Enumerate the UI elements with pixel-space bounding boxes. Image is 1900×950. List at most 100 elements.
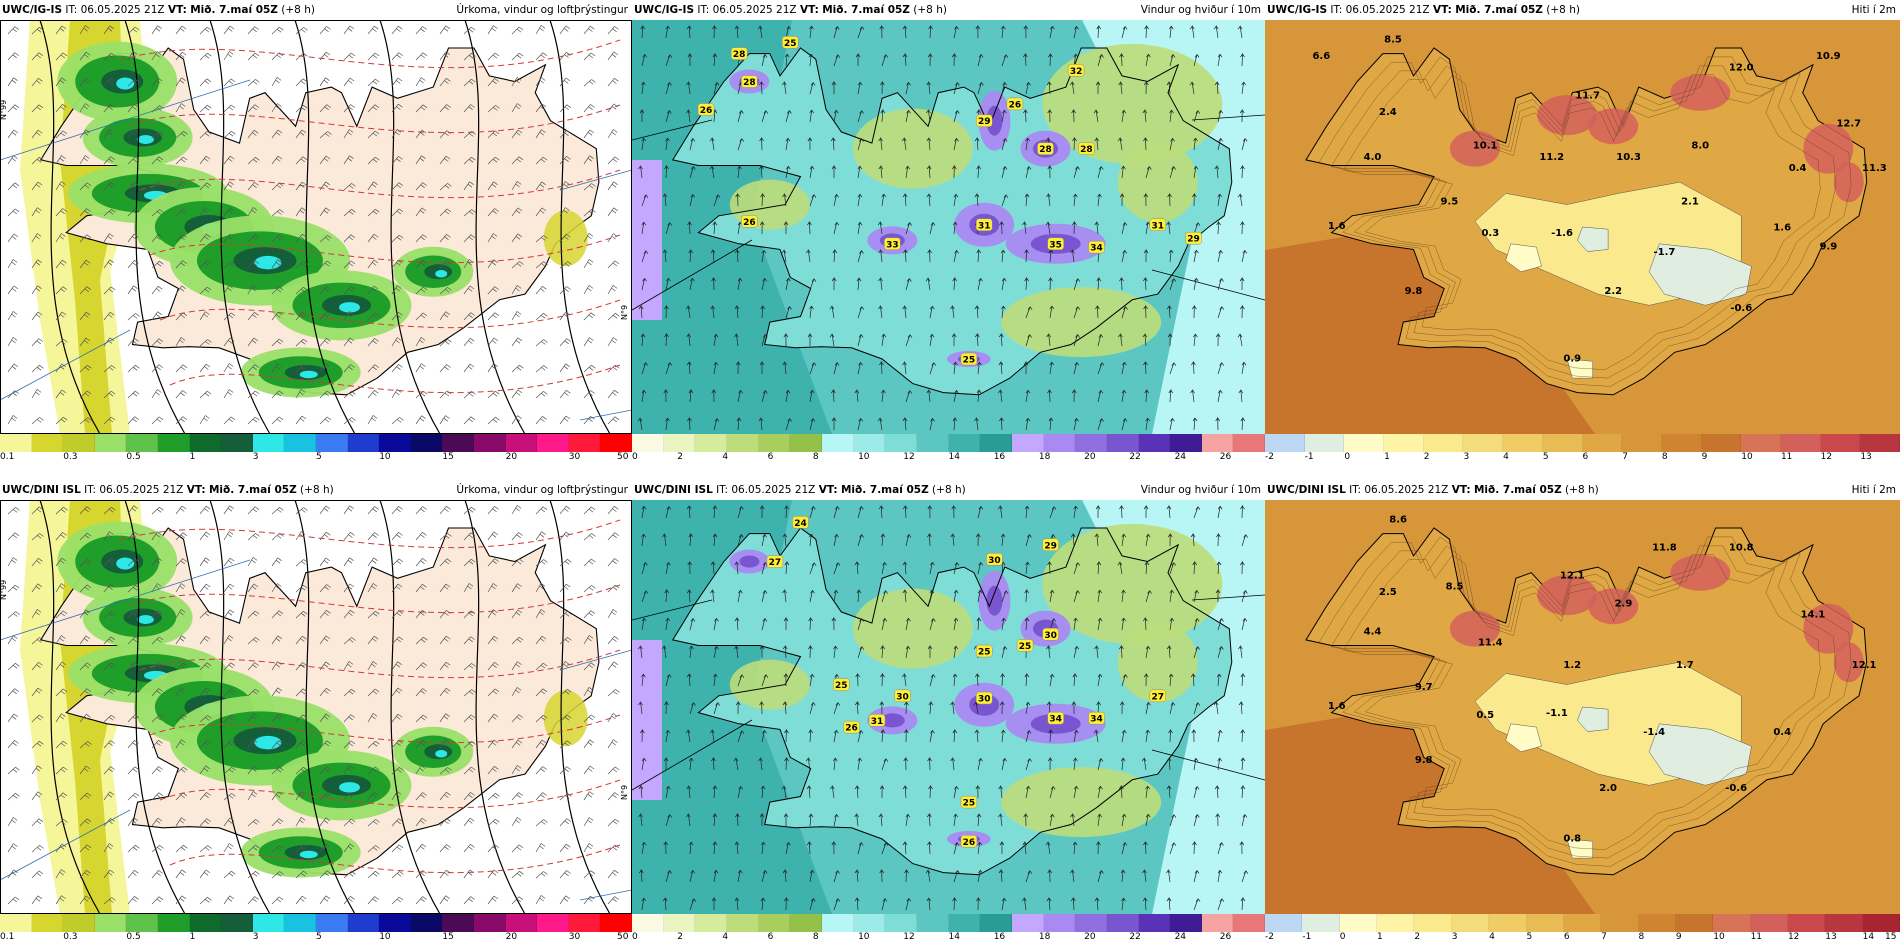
wind-arrow: [1049, 674, 1055, 687]
wind-barb: [271, 103, 282, 113]
wind-barb: [463, 337, 475, 347]
wind-arrow: [833, 898, 841, 911]
wind-arrow: [1121, 842, 1128, 855]
wind-arrow: [902, 561, 908, 575]
wind-barb: [175, 285, 186, 295]
wind-barb: [151, 311, 162, 321]
gust-label: 30: [988, 556, 1001, 566]
wind-arrow: [1214, 80, 1220, 95]
wind-barb: [319, 235, 332, 243]
wind-arrow: [1144, 388, 1149, 403]
wind-arrow: [1073, 646, 1080, 659]
wind-arrow: [1121, 814, 1127, 827]
wind-barb: [175, 687, 186, 697]
wind-arrow: [1119, 52, 1124, 67]
wind-arrow: [879, 700, 885, 715]
temp-glacier: [1648, 243, 1752, 306]
wind-arrow: [1240, 504, 1245, 519]
colorbar-swatch: [1701, 434, 1742, 452]
wind-arrow: [833, 814, 839, 827]
wind-barb: [391, 285, 402, 295]
wind-barb: [511, 261, 524, 269]
wind-barb: [103, 766, 115, 775]
wind-barb: [511, 817, 522, 827]
temp-warm-area: [1833, 642, 1864, 683]
wind-arrow: [1024, 248, 1029, 263]
wind-barb: [295, 507, 308, 515]
wind-arrow: [1097, 618, 1103, 631]
temp-label: 2.1: [1681, 197, 1699, 208]
wind-arrow: [929, 562, 935, 575]
wind-barb: [199, 715, 212, 723]
wind-arrow: [808, 616, 813, 631]
wind-barb: [151, 285, 163, 295]
wind-barb: [7, 233, 19, 243]
wind-barb: [367, 506, 379, 515]
wind-barb: [127, 260, 139, 269]
wind-arrow: [1047, 560, 1052, 575]
wind-barb: [7, 611, 20, 619]
wind-barb: [487, 793, 500, 801]
wind-barb: [583, 870, 596, 879]
isobar: [39, 500, 101, 914]
graticule-label: N°9: [620, 785, 629, 800]
wind-arrow: [1240, 220, 1245, 235]
temp-label: 0.8: [1563, 833, 1581, 844]
colorbar-tick-label: 6: [1582, 452, 1589, 462]
colorbar-tick-label: 6: [767, 452, 774, 462]
wind-arrow: [953, 562, 960, 575]
wind-arrow: [976, 896, 981, 911]
wind-barb: [31, 533, 44, 541]
wind-barb: [415, 817, 427, 827]
wind-barb: [127, 103, 139, 113]
wind-zone: [1082, 20, 1265, 434]
wind-barb: [511, 609, 523, 619]
gust-label-bg: [1047, 237, 1064, 251]
wind-barb: [607, 364, 620, 373]
wind-arrow: [1169, 562, 1177, 575]
colorbar-ticks: -2 -1 0 1 2 3 4 5 6 7 8 9 10 11 12 13: [1265, 452, 1900, 462]
wind-arrow: [1097, 166, 1104, 179]
wind-barb: [583, 183, 596, 191]
wind-barb: [175, 208, 188, 217]
precip-colorbar: 0.1 0.3 0.5 1 3 5 10 15 20 30 50: [0, 914, 632, 942]
wind-barb: [7, 635, 18, 645]
wind-arrow: [1216, 532, 1221, 547]
temp-contour: [1330, 545, 1837, 859]
wind-barb: [79, 286, 92, 295]
wind-barb: [55, 819, 68, 827]
colorbar-swatch: [347, 914, 380, 932]
wind-barb: [7, 390, 19, 399]
wind-barb: [367, 285, 379, 295]
wind-barb: [391, 896, 404, 905]
wind-barb: [583, 390, 595, 399]
wind-barb: [607, 285, 618, 295]
wind-barb: [247, 337, 259, 347]
precip-area: [254, 735, 282, 750]
colorbar-swatch: [94, 914, 127, 932]
wind-arrow: [974, 136, 980, 151]
wind-arrow: [712, 504, 718, 519]
wind-arrow: [1240, 52, 1245, 67]
temp-glacier: [1648, 723, 1752, 786]
wind-strong-area: [986, 105, 1003, 136]
lead-time: (+8 h): [281, 4, 315, 16]
wind-arrow: [711, 388, 717, 403]
iceland-coastline: [672, 47, 1233, 396]
colorbar-swatch: [157, 914, 190, 932]
colorbar-tick-label: 8: [812, 932, 819, 942]
temp-label: 0.5: [1476, 710, 1494, 721]
wind-barb: [559, 661, 570, 671]
wind-barb: [151, 389, 162, 399]
wind-barb: [199, 52, 212, 61]
wind-barb: [487, 766, 499, 775]
wind-barb: [295, 389, 306, 399]
wind-barb: [271, 714, 283, 723]
wind-arrow: [761, 870, 768, 883]
wind-barb: [391, 208, 404, 217]
wind-barb: [319, 713, 331, 723]
wind-barb: [199, 583, 211, 593]
wind-arrow: [761, 730, 767, 743]
row-2-temp-panel: UWC/DINI ISL IT: 06.05.2025 21Z VT: Mið.…: [1265, 480, 1900, 950]
wind-barb: [151, 583, 162, 593]
